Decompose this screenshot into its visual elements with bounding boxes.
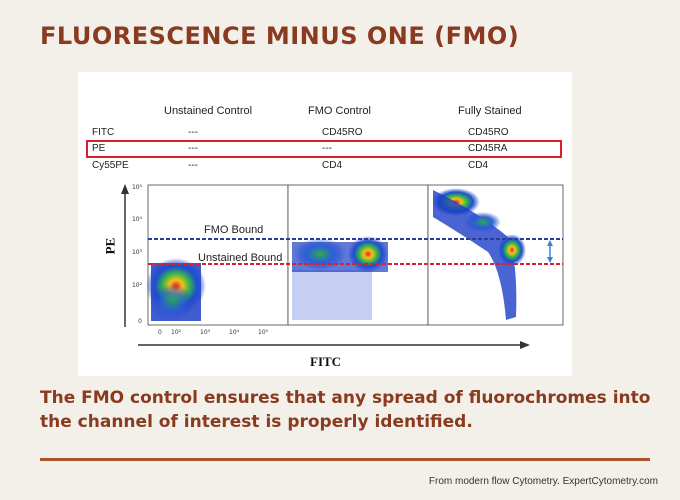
y-axis-label: PE [102, 237, 118, 255]
y-tick-label: 0 [138, 318, 142, 325]
cell-cy55pe-full: CD4 [468, 160, 489, 171]
row-label-fitc: FITC [92, 127, 115, 138]
y-tick-label: 10⁴ [132, 216, 143, 223]
cell-cy55pe-unstained: --- [188, 160, 198, 171]
cell-fitc-fmo: CD45RO [322, 127, 363, 138]
x-axis-label: FITC [310, 354, 342, 369]
y-axis-arrowhead [121, 184, 129, 194]
y-tick-label: 10³ [132, 249, 143, 256]
cell-fitc-full: CD45RO [468, 127, 509, 138]
scatter-plots: 10⁵ 10⁴ 10³ 10² 0 0 10² 10³ 10⁴ 10⁵ FMO … [121, 184, 564, 349]
x-tick-label: 0 [158, 329, 162, 336]
plot-fully-stained [427, 184, 564, 326]
column-header-fully-stained: Fully Stained [458, 105, 522, 117]
x-tick-label: 10² [171, 329, 182, 336]
slide-caption: The FMO control ensures that any spread … [40, 388, 651, 432]
cell-pe-fmo: --- [322, 143, 332, 154]
divider [40, 458, 650, 461]
x-tick-label: 10⁴ [229, 329, 240, 336]
y-tick-label: 10² [132, 282, 143, 289]
plot-unstained [146, 184, 289, 326]
cell-pe-full: CD45RA [468, 143, 508, 154]
unstained-bound-label: Unstained Bound [198, 252, 282, 264]
y-tick-label: 10⁵ [132, 184, 143, 191]
x-tick-label: 10³ [200, 329, 211, 336]
row-label-cy55pe: Cy55PE [92, 160, 129, 171]
column-header-fmo: FMO Control [308, 105, 371, 117]
fmo-bound-label: FMO Bound [204, 224, 263, 236]
column-header-unstained: Unstained Control [164, 105, 253, 117]
pe-row-highlight [86, 140, 562, 158]
plot-fmo [287, 184, 429, 326]
x-axis-arrowhead [520, 341, 530, 349]
source-credit: From modern flow Cytometry. ExpertCytome… [428, 476, 658, 487]
cell-pe-unstained: --- [188, 143, 198, 154]
x-tick-label: 10⁵ [258, 329, 269, 336]
slide-title: FLUORESCENCE MINUS ONE (FMO) [40, 22, 520, 50]
fmo-figure: Unstained Control FMO Control Fully Stai… [78, 72, 572, 376]
cell-fitc-unstained: --- [188, 127, 198, 138]
row-label-pe: PE [92, 143, 106, 154]
cell-cy55pe-fmo: CD4 [322, 160, 343, 171]
